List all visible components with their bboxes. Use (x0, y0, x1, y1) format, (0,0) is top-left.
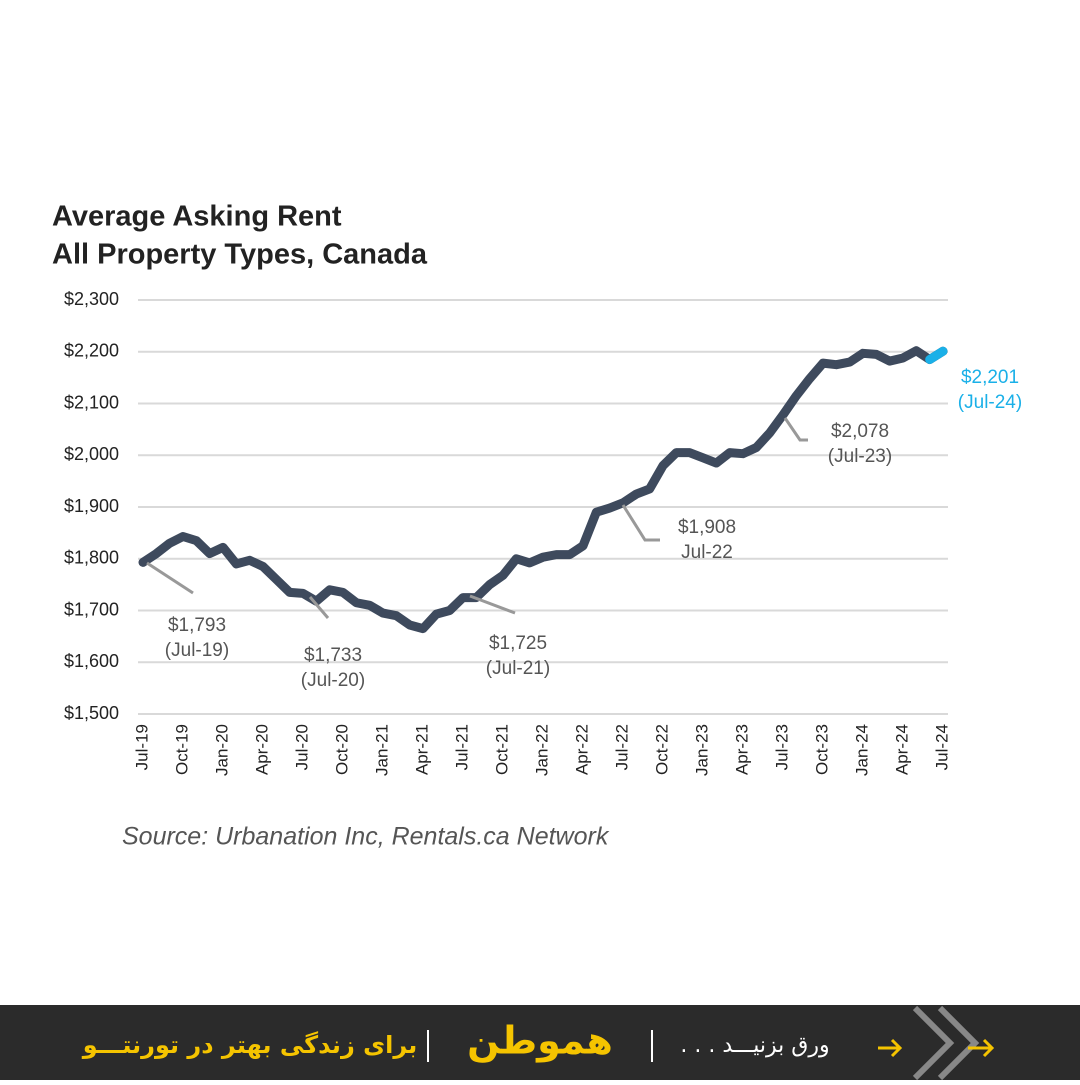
y-tick-label: $2,200 (64, 341, 119, 361)
x-tick-label: Jul-21 (452, 724, 471, 770)
annotation-leader (783, 417, 808, 442)
x-tick-label: Apr-21 (412, 724, 431, 775)
annotation: $1,733 (304, 645, 362, 666)
x-tick-label: Jan-22 (532, 724, 551, 776)
x-tick-label: Jan-20 (212, 724, 231, 776)
x-tick-label: Jan-24 (852, 724, 871, 776)
footer-swipe[interactable]: ورق بزنیـــد . . . (680, 1033, 829, 1058)
highlight-segment (925, 346, 948, 365)
y-tick-label: $1,700 (64, 599, 119, 619)
x-tick-label: Oct-21 (492, 724, 511, 775)
chart-title: Average Asking Rent (52, 201, 342, 233)
arrow-icon[interactable] (878, 1038, 903, 1058)
x-tick-label: Jul-23 (772, 724, 791, 770)
x-tick-label: Apr-24 (892, 724, 911, 775)
annotation: (Jul-19) (165, 640, 229, 661)
x-tick-label: Apr-20 (252, 724, 271, 775)
x-tick-label: Oct-20 (332, 724, 351, 775)
data-line (138, 346, 948, 634)
annotation: (Jul-24) (958, 392, 1022, 413)
x-tick-label: Jan-21 (372, 724, 391, 776)
source-note: Source: Urbanation Inc, Rentals.ca Netwo… (122, 823, 610, 851)
y-tick-label: $2,000 (64, 444, 119, 464)
x-tick-label: Oct-23 (812, 724, 831, 775)
x-tick-label: Apr-22 (572, 724, 591, 775)
y-tick-label: $1,900 (64, 496, 119, 516)
footer-logo: هموطن (467, 1019, 613, 1063)
x-tick-label: Jul-24 (932, 724, 951, 770)
annotation: $2,078 (831, 421, 889, 442)
annotation: $2,201 (961, 367, 1019, 388)
annotation-leader (469, 594, 516, 615)
x-tick-label: Oct-19 (172, 724, 191, 775)
x-tick-label: Jan-23 (692, 724, 711, 776)
x-tick-label: Oct-22 (652, 724, 671, 775)
annotation: (Jul-23) (828, 446, 892, 467)
footer-tagline: برای زندگی بهتر در تورنتـــو (82, 1031, 418, 1059)
annotation-leader (146, 561, 194, 595)
footer-bar (0, 1005, 1080, 1080)
annotation-leader (308, 596, 330, 619)
x-tick-label: Jul-22 (612, 724, 631, 770)
annotation: $1,793 (168, 615, 226, 636)
y-tick-label: $2,100 (64, 392, 119, 412)
annotation: $1,908 (678, 517, 736, 538)
x-tick-label: Jul-19 (132, 724, 151, 770)
chevron-icon (912, 1005, 980, 1081)
plot: $1,500 $1,600 $1,700 $1,800 $1,900 $2,000 $2,1… (64, 289, 1022, 776)
y-tick-label: $1,500 (64, 703, 119, 723)
chart-title: All Property Types, Canada (52, 239, 428, 271)
x-tick-label: Apr-23 (732, 724, 751, 775)
x-tick-label: Jul-20 (292, 724, 311, 770)
annotation: Jul-22 (681, 542, 733, 563)
annotation-leader (621, 504, 660, 542)
arrow-icon[interactable] (968, 1038, 995, 1058)
y-tick-label: $1,600 (64, 651, 119, 671)
annotation: (Jul-21) (486, 658, 550, 679)
y-tick-label: $1,800 (64, 548, 119, 568)
annotation: $1,725 (489, 633, 547, 654)
annotation: (Jul-20) (301, 670, 365, 691)
y-tick-label: $2,300 (64, 289, 119, 309)
